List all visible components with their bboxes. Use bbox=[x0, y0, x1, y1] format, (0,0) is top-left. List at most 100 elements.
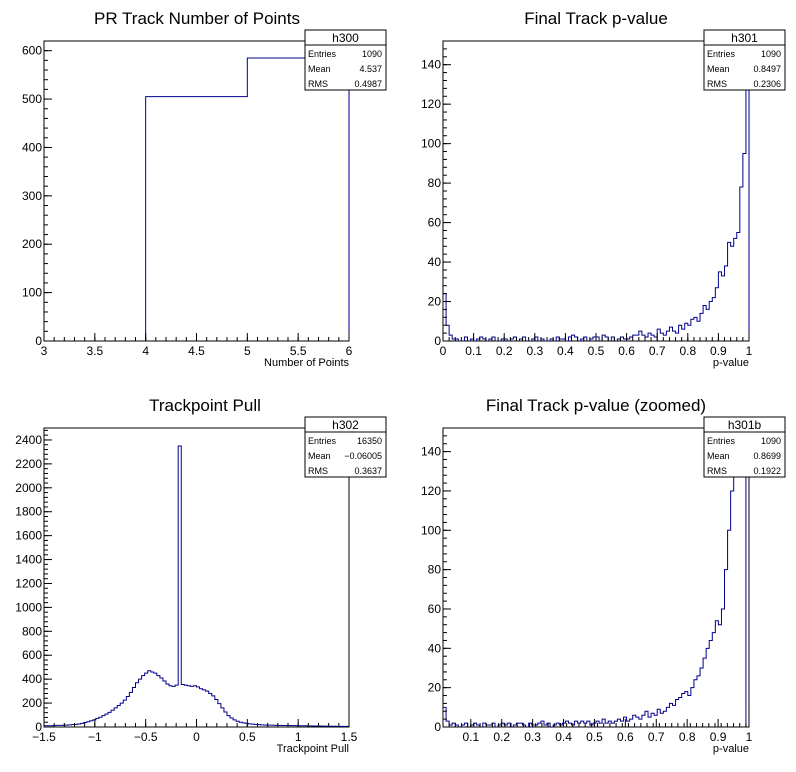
stats-histogram-name: h300 bbox=[332, 31, 359, 45]
x-tick-label: 0.9 bbox=[710, 344, 727, 358]
stats-value: 0.3637 bbox=[354, 466, 382, 476]
x-tick-label: 3 bbox=[41, 344, 48, 358]
x-axis-label: p-value bbox=[713, 743, 749, 755]
x-tick-label: 6 bbox=[346, 344, 353, 358]
panel-final-track-p-value-zoomed: 0.1 0.2 0.3 0.4 0.5 0.6 0.7 0.8 0.9 1 0 20 40 60 80 100… bbox=[421, 396, 786, 755]
stats-box: h300 Entries 1090 Mean 4.537 RMS 0.4987 bbox=[304, 29, 387, 91]
y-tick-label: 1800 bbox=[15, 505, 42, 519]
x-tick-label: 0 bbox=[440, 344, 447, 358]
stats-box: h301 Entries 1090 Mean 0.8497 RMS 0.2306 bbox=[703, 29, 786, 91]
stats-box-frame bbox=[304, 29, 387, 91]
stats-box-frame bbox=[703, 29, 786, 91]
y-tick-label: 0 bbox=[35, 334, 42, 348]
y-tick-label: 0 bbox=[434, 334, 441, 348]
stats-value: 16350 bbox=[357, 436, 382, 446]
stats-value: 4.537 bbox=[359, 64, 382, 74]
y-tick-label: 1200 bbox=[15, 576, 42, 590]
stats-value: 1090 bbox=[761, 49, 781, 59]
stats-histogram-name: h301 bbox=[731, 31, 758, 45]
x-tick-label: 0.5 bbox=[239, 730, 256, 744]
x-tick-label: 0.6 bbox=[617, 730, 634, 744]
y-tick-label: 200 bbox=[22, 237, 42, 251]
x-tick-label: 1 bbox=[746, 730, 753, 744]
x-tick-label: 0.8 bbox=[679, 730, 696, 744]
chart-title: PR Track Number of Points bbox=[94, 9, 300, 28]
stats-label: RMS bbox=[308, 79, 328, 89]
x-tick-label: 0.1 bbox=[462, 730, 479, 744]
y-tick-label: 40 bbox=[428, 641, 442, 655]
y-tick-label: 20 bbox=[428, 295, 442, 309]
stats-value: 0.8497 bbox=[753, 64, 781, 74]
y-tick-label: 2400 bbox=[15, 433, 42, 447]
stats-histogram-name: h301b bbox=[728, 418, 762, 432]
y-tick-label: 600 bbox=[22, 44, 42, 58]
x-tick-label: 0.4 bbox=[555, 730, 572, 744]
stats-label: RMS bbox=[707, 79, 727, 89]
x-axis-label: Number of Points bbox=[264, 357, 349, 369]
stats-label: Mean bbox=[308, 64, 331, 74]
chart-title: Final Track p-value (zoomed) bbox=[486, 396, 706, 415]
x-tick-label: 0.5 bbox=[588, 344, 605, 358]
plot-frame bbox=[442, 40, 750, 342]
x-tick-label: 4 bbox=[142, 344, 149, 358]
histogram-series bbox=[443, 83, 749, 341]
y-tick-label: 2200 bbox=[15, 457, 42, 471]
x-tick-label: 5.5 bbox=[290, 344, 307, 358]
x-axis-label: p-value bbox=[713, 357, 749, 369]
y-tick-label: 60 bbox=[428, 216, 442, 230]
plot-frame bbox=[43, 40, 350, 342]
y-tick-label: 0 bbox=[35, 720, 42, 734]
x-tick-label: 0.3 bbox=[524, 730, 541, 744]
y-tick-label: 200 bbox=[22, 696, 42, 710]
x-tick-label: 4.5 bbox=[188, 344, 205, 358]
y-tick-label: 140 bbox=[421, 445, 441, 459]
chart-title: Trackpoint Pull bbox=[149, 396, 261, 415]
y-tick-label: 400 bbox=[22, 140, 42, 154]
stats-value: 0.2306 bbox=[753, 79, 781, 89]
stats-label: Entries bbox=[707, 436, 736, 446]
x-tick-label: 0.1 bbox=[465, 344, 482, 358]
stats-value: −0.06005 bbox=[344, 451, 382, 461]
x-tick-label: 0.3 bbox=[526, 344, 543, 358]
y-tick-label: 40 bbox=[428, 255, 442, 269]
y-tick-label: 80 bbox=[428, 176, 442, 190]
x-tick-label: 1 bbox=[746, 344, 753, 358]
stats-label: Entries bbox=[308, 436, 337, 446]
y-tick-label: 100 bbox=[22, 286, 42, 300]
plot-frame bbox=[43, 427, 350, 728]
stats-value: 0.8699 bbox=[753, 451, 781, 461]
stats-box-frame bbox=[703, 416, 786, 478]
stats-box: h302 Entries 16350 Mean −0.06005 RMS 0.3637 bbox=[304, 416, 387, 478]
stats-label: RMS bbox=[707, 466, 727, 476]
stats-value: 1090 bbox=[362, 49, 382, 59]
x-tick-label: 0.2 bbox=[496, 344, 513, 358]
panel-final-track-p-value: 0 0.1 0.2 0.3 0.4 0.5 0.6 0.7 0.8 0.9 1 0 20 40 60 80 10… bbox=[421, 9, 786, 369]
x-tick-label: 5 bbox=[244, 344, 251, 358]
y-tick-label: 800 bbox=[22, 624, 42, 638]
y-tick-label: 400 bbox=[22, 672, 42, 686]
y-tick-label: 120 bbox=[421, 484, 441, 498]
y-tick-label: 120 bbox=[421, 97, 441, 111]
chart-title: Final Track p-value bbox=[524, 9, 668, 28]
y-tick-label: 100 bbox=[421, 523, 441, 537]
histogram-series bbox=[44, 445, 349, 727]
y-tick-label: 80 bbox=[428, 563, 442, 577]
x-tick-label: 3.5 bbox=[86, 344, 103, 358]
x-tick-label: −1 bbox=[88, 730, 102, 744]
x-tick-label: 0.2 bbox=[493, 730, 510, 744]
stats-box: h301b Entries 1090 Mean 0.8699 RMS 0.1922 bbox=[703, 416, 786, 478]
stats-histogram-name: h302 bbox=[332, 418, 359, 432]
stats-label: RMS bbox=[308, 466, 328, 476]
stats-label: Mean bbox=[308, 451, 331, 461]
y-tick-label: 20 bbox=[428, 681, 442, 695]
plot-frame bbox=[442, 427, 750, 728]
y-tick-label: 0 bbox=[434, 720, 441, 734]
stats-label: Entries bbox=[308, 49, 337, 59]
panel-pr-track-number-of-points: 3 3.5 4 4.5 5 5.5 6 0 100 200 300 400 500 600 PR Track… bbox=[22, 9, 387, 369]
histogram-series bbox=[145, 57, 349, 341]
x-tick-label: −1.5 bbox=[32, 730, 56, 744]
x-tick-label: 0 bbox=[193, 730, 200, 744]
stats-value: 1090 bbox=[761, 436, 781, 446]
y-tick-label: 140 bbox=[421, 58, 441, 72]
